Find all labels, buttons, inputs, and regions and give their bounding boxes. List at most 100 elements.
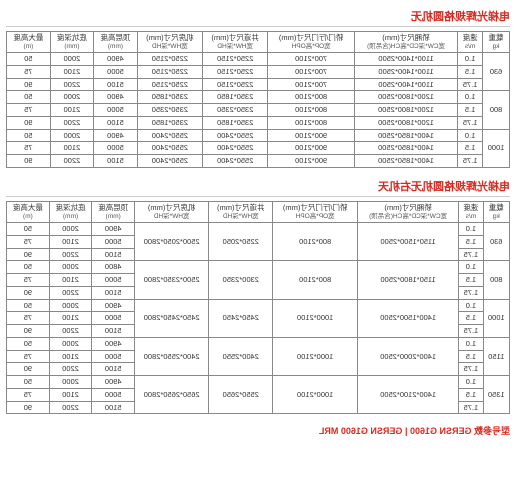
cell-maxh: 90 <box>7 116 51 129</box>
cell-maxh: 75 <box>7 65 51 78</box>
cell-oh: 5100 <box>92 363 135 376</box>
cell-pit: 2200 <box>50 155 94 168</box>
cell-door: 700*2100 <box>268 53 355 66</box>
cell-pit: 2100 <box>49 350 92 363</box>
cell-shaft: 2250*2150 <box>203 65 268 78</box>
col-shaft: 井道尺寸(mm)宽HW*深HD <box>209 201 273 222</box>
cell-pit: 2000 <box>49 299 92 312</box>
model-label: 型号参数 <box>474 426 510 436</box>
col-door: 轿门/厅门尺寸(mm)宽OP*高OPH <box>268 32 355 53</box>
cell-door: 900*2100 <box>268 129 355 142</box>
cell-car: 1400*1850*2500 <box>354 155 457 168</box>
col-car: 轿厢尺寸(mm)宽CW*深CD*高CH(含吊顶) <box>354 32 457 53</box>
cell-speed: 1.75 <box>459 363 483 376</box>
cell-maxh: 50 <box>7 129 51 142</box>
cell-mr: 2350*2350 <box>137 104 202 117</box>
cell-oh: 5100 <box>94 78 138 91</box>
cell-speed: 1.75 <box>459 248 483 261</box>
cell-speed: 1.75 <box>459 401 483 414</box>
cell-speed: 1.0 <box>459 261 483 274</box>
cell-mr: 2250*2150 <box>137 78 202 91</box>
cell-pit: 2200 <box>49 286 92 299</box>
cell-speed: 1.0 <box>459 223 483 236</box>
cell-oh: 4900 <box>92 337 135 350</box>
cell-pit: 2100 <box>49 388 92 401</box>
cell-mr: 2250*2150 <box>137 65 202 78</box>
cell-oh: 5100 <box>92 325 135 338</box>
table-row: 6301.01100*1400*2500700*21002250*2150225… <box>7 53 510 66</box>
model-info: 型号参数 GERSN G1600 | GERSN G1600 MRL <box>6 424 510 437</box>
cell-speed: 1.5 <box>458 142 483 155</box>
cell-maxh: 90 <box>7 325 50 338</box>
cell-oh: 5100 <box>92 248 135 261</box>
cell-mr: 2550*2400 <box>137 155 202 168</box>
table1-title: 电梯光辉规格圆机无 <box>6 8 510 27</box>
table-row: 13501.01400*2100*25001000*21002550*26502… <box>7 376 510 389</box>
cell-shaft: 2350*1850 <box>203 91 268 104</box>
table-row: 1.751200*1800*2500800*21002350*18502350*… <box>7 116 510 129</box>
cell-pit: 2000 <box>49 261 92 274</box>
cell-door: 900*2100 <box>268 155 355 168</box>
table-row: 1.51400*1850*2500900*21002550*24002550*2… <box>7 142 510 155</box>
table-row: 8001.01200*1800*2500800*21002350*1850235… <box>7 91 510 104</box>
table2-title: 电梯光辉规格圆机无右机天 <box>6 178 510 197</box>
cell-pit: 2200 <box>49 248 92 261</box>
col-pit: 底坑深度(mm) <box>49 201 92 222</box>
cell-speed: 1.5 <box>459 312 483 325</box>
cell-door: 1000*2100 <box>273 376 358 414</box>
cell-door: 1000*2100 <box>273 337 358 375</box>
cell-shaft: 2550*2400 <box>203 129 268 142</box>
cell-oh: 5100 <box>92 401 135 414</box>
cell-oh: 5000 <box>92 350 135 363</box>
cell-maxh: 90 <box>7 363 50 376</box>
cell-car: 1150*1500*2500 <box>358 223 459 261</box>
cell-door: 700*2100 <box>268 65 355 78</box>
table-row: 1.51200*1800*2500800*21002350*23502350*2… <box>7 104 510 117</box>
cell-maxh: 50 <box>7 53 51 66</box>
cell-car: 1100*1400*2500 <box>354 53 457 66</box>
cell-speed: 1.75 <box>458 78 483 91</box>
spec-table-1: 载重kg 速度m/s 轿厢尺寸(mm)宽CW*深CD*高CH(含吊顶) 轿门/厅… <box>6 31 510 168</box>
cell-car: 1400*1500*2500 <box>358 299 459 337</box>
cell-maxh: 50 <box>7 91 51 104</box>
cell-mr: 2400*2550*2800 <box>135 337 209 375</box>
cell-pit: 2200 <box>49 401 92 414</box>
cell-pit: 2100 <box>49 235 92 248</box>
cell-speed: 1.0 <box>459 299 483 312</box>
cell-mr: 2650*2650*2800 <box>135 376 209 414</box>
cell-maxh: 90 <box>7 248 50 261</box>
cell-load: 630 <box>483 53 510 91</box>
cell-shaft: 2550*2650 <box>209 376 273 414</box>
cell-mr: 2450*2450*2800 <box>135 299 209 337</box>
cell-speed: 1.5 <box>458 65 483 78</box>
cell-pit: 2100 <box>50 104 94 117</box>
cell-maxh: 90 <box>7 155 51 168</box>
cell-load: 800 <box>483 91 510 129</box>
table-row: 1.751100*1400*2500700*21002250*21502250*… <box>7 78 510 91</box>
cell-oh: 4900 <box>94 53 138 66</box>
cell-car: 1400*2000*2500 <box>358 337 459 375</box>
cell-maxh: 75 <box>7 142 51 155</box>
col-speed: 速度m/s <box>459 201 483 222</box>
cell-mr: 2500*2350*2800 <box>135 261 209 299</box>
col-shaft: 井道尺寸(mm)宽HW*深HD <box>203 32 268 53</box>
table-row: 10001.01400*1850*2500900*21002550*240025… <box>7 129 510 142</box>
cell-oh: 4800 <box>92 261 135 274</box>
cell-oh: 5000 <box>92 235 135 248</box>
cell-door: 700*2100 <box>268 78 355 91</box>
cell-door: 800*2100 <box>268 104 355 117</box>
cell-load: 1000 <box>483 129 510 167</box>
cell-door: 900*2100 <box>268 142 355 155</box>
cell-speed: 1.5 <box>459 388 483 401</box>
cell-maxh: 75 <box>7 104 51 117</box>
cell-speed: 1.5 <box>459 274 483 287</box>
cell-maxh: 75 <box>7 312 50 325</box>
cell-load: 1000 <box>483 299 509 337</box>
cell-oh: 4900 <box>92 376 135 389</box>
cell-speed: 1.5 <box>459 235 483 248</box>
cell-pit: 2000 <box>50 129 94 142</box>
cell-oh: 4900 <box>94 129 138 142</box>
cell-oh: 5000 <box>94 104 138 117</box>
col-load: 载重kg <box>483 201 509 222</box>
col-oh: 顶层高度(mm) <box>92 201 135 222</box>
